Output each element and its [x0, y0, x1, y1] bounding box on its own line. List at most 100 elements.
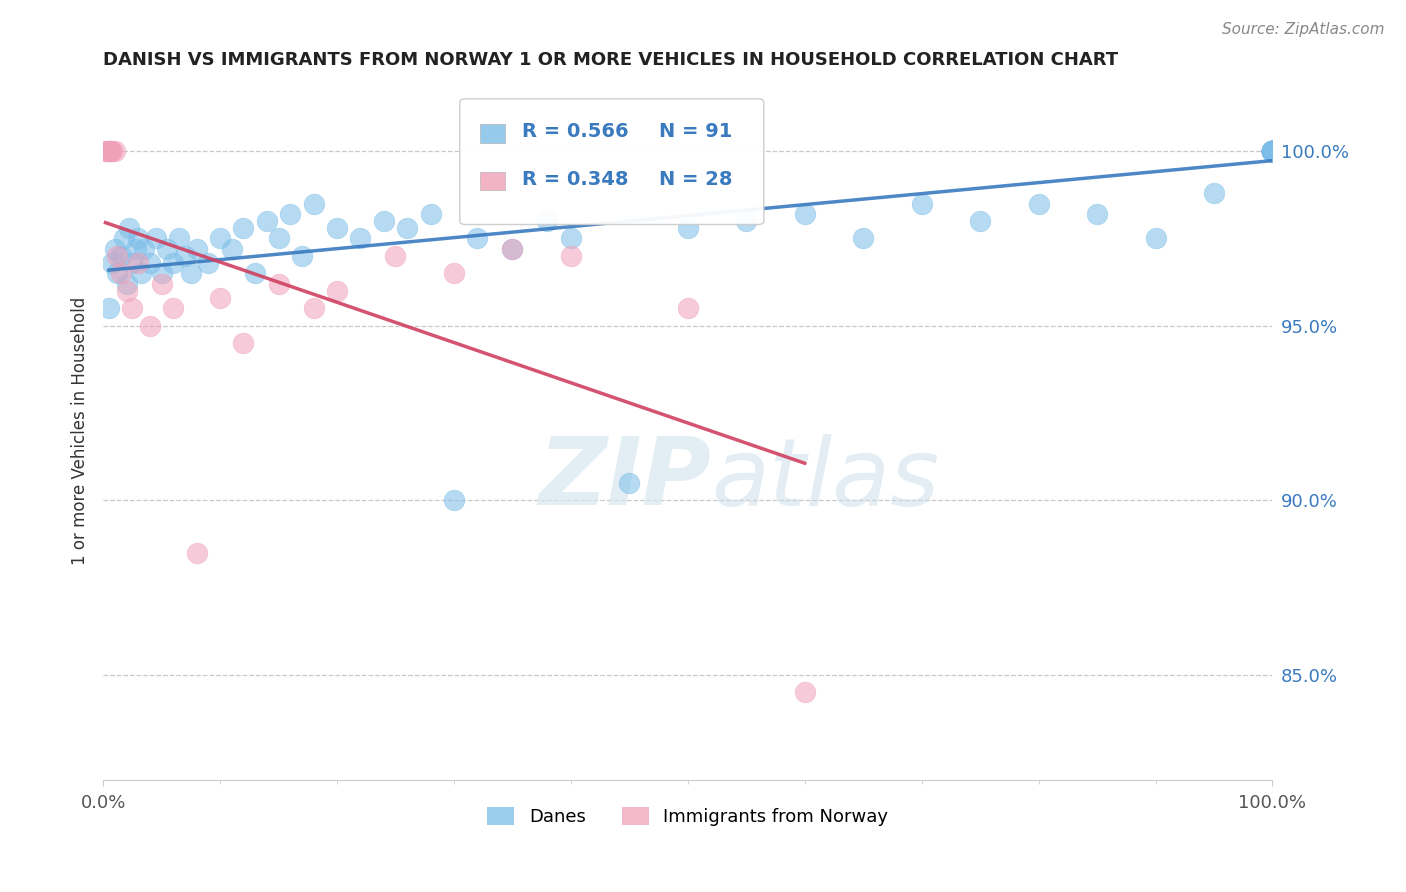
Point [232, 336, 254, 351]
Point [121, 301, 143, 316]
Point [104, 144, 127, 158]
Point [1261, 144, 1284, 158]
Point [167, 231, 190, 245]
Point [156, 242, 179, 256]
Point [96, 144, 118, 158]
Point [1261, 144, 1284, 158]
Point [465, 231, 488, 245]
Point [560, 249, 582, 263]
Point [1261, 144, 1284, 158]
Point [1261, 144, 1284, 158]
Point [302, 196, 325, 211]
Point [1261, 144, 1284, 158]
Point [256, 214, 278, 228]
Point [101, 256, 124, 270]
Point [127, 256, 149, 270]
Point [1261, 144, 1284, 158]
Point [735, 214, 758, 228]
Point [1144, 231, 1167, 245]
Point [209, 231, 232, 245]
Point [1261, 144, 1284, 158]
Point [1261, 144, 1284, 158]
Point [1261, 144, 1284, 158]
Point [115, 277, 138, 291]
Text: R = 0.566: R = 0.566 [522, 122, 628, 141]
Point [97, 144, 120, 158]
Point [105, 249, 128, 263]
Text: DANISH VS IMMIGRANTS FROM NORWAY 1 OR MORE VEHICLES IN HOUSEHOLD CORRELATION CHA: DANISH VS IMMIGRANTS FROM NORWAY 1 OR MO… [103, 51, 1118, 69]
Point [619, 475, 641, 490]
Point [560, 231, 582, 245]
Point [180, 266, 202, 280]
Point [793, 685, 815, 699]
Point [1261, 144, 1284, 158]
Point [98, 301, 121, 316]
Point [1202, 186, 1225, 200]
Point [1261, 144, 1284, 158]
Point [676, 301, 699, 316]
Point [1261, 144, 1284, 158]
Point [1261, 144, 1284, 158]
Point [1261, 144, 1284, 158]
Point [132, 242, 155, 256]
Point [1261, 144, 1284, 158]
Point [1261, 144, 1284, 158]
Point [267, 231, 290, 245]
Point [1261, 144, 1284, 158]
Point [291, 249, 314, 263]
Point [104, 242, 127, 256]
Point [110, 266, 132, 280]
Point [118, 221, 141, 235]
Point [1261, 144, 1284, 158]
Point [1261, 144, 1284, 158]
Point [1261, 144, 1284, 158]
Point [94, 144, 117, 158]
Legend: Danes, Immigrants from Norway: Danes, Immigrants from Norway [479, 799, 896, 833]
Text: ZIP: ZIP [538, 434, 711, 525]
FancyBboxPatch shape [460, 99, 763, 225]
Point [139, 318, 162, 333]
Point [1261, 144, 1284, 158]
Point [419, 207, 441, 221]
Point [162, 301, 184, 316]
Text: N = 91: N = 91 [658, 122, 733, 141]
Point [127, 231, 149, 245]
Point [121, 256, 143, 270]
Point [911, 196, 934, 211]
Point [793, 207, 815, 221]
Point [232, 221, 254, 235]
Point [852, 231, 875, 245]
Point [1261, 144, 1284, 158]
Point [112, 231, 135, 245]
Point [349, 231, 371, 245]
Point [100, 144, 122, 158]
Point [1261, 144, 1284, 158]
Point [139, 256, 162, 270]
Point [1261, 144, 1284, 158]
FancyBboxPatch shape [479, 124, 505, 143]
Point [186, 546, 208, 560]
Point [221, 242, 243, 256]
Point [396, 221, 419, 235]
Point [278, 207, 301, 221]
Text: atlas: atlas [711, 434, 939, 524]
Point [1261, 144, 1284, 158]
Point [1028, 196, 1050, 211]
Point [1261, 144, 1284, 158]
Point [1261, 144, 1284, 158]
Point [1261, 144, 1284, 158]
Point [1085, 207, 1108, 221]
Point [1261, 144, 1284, 158]
Point [105, 266, 128, 280]
Point [384, 249, 406, 263]
Y-axis label: 1 or more Vehicles in Household: 1 or more Vehicles in Household [72, 296, 89, 565]
Point [302, 301, 325, 316]
Point [1261, 144, 1284, 158]
Point [162, 256, 184, 270]
Point [501, 242, 523, 256]
Point [326, 221, 349, 235]
Point [145, 231, 167, 245]
Point [1261, 144, 1284, 158]
Point [1261, 144, 1284, 158]
Point [98, 144, 121, 158]
